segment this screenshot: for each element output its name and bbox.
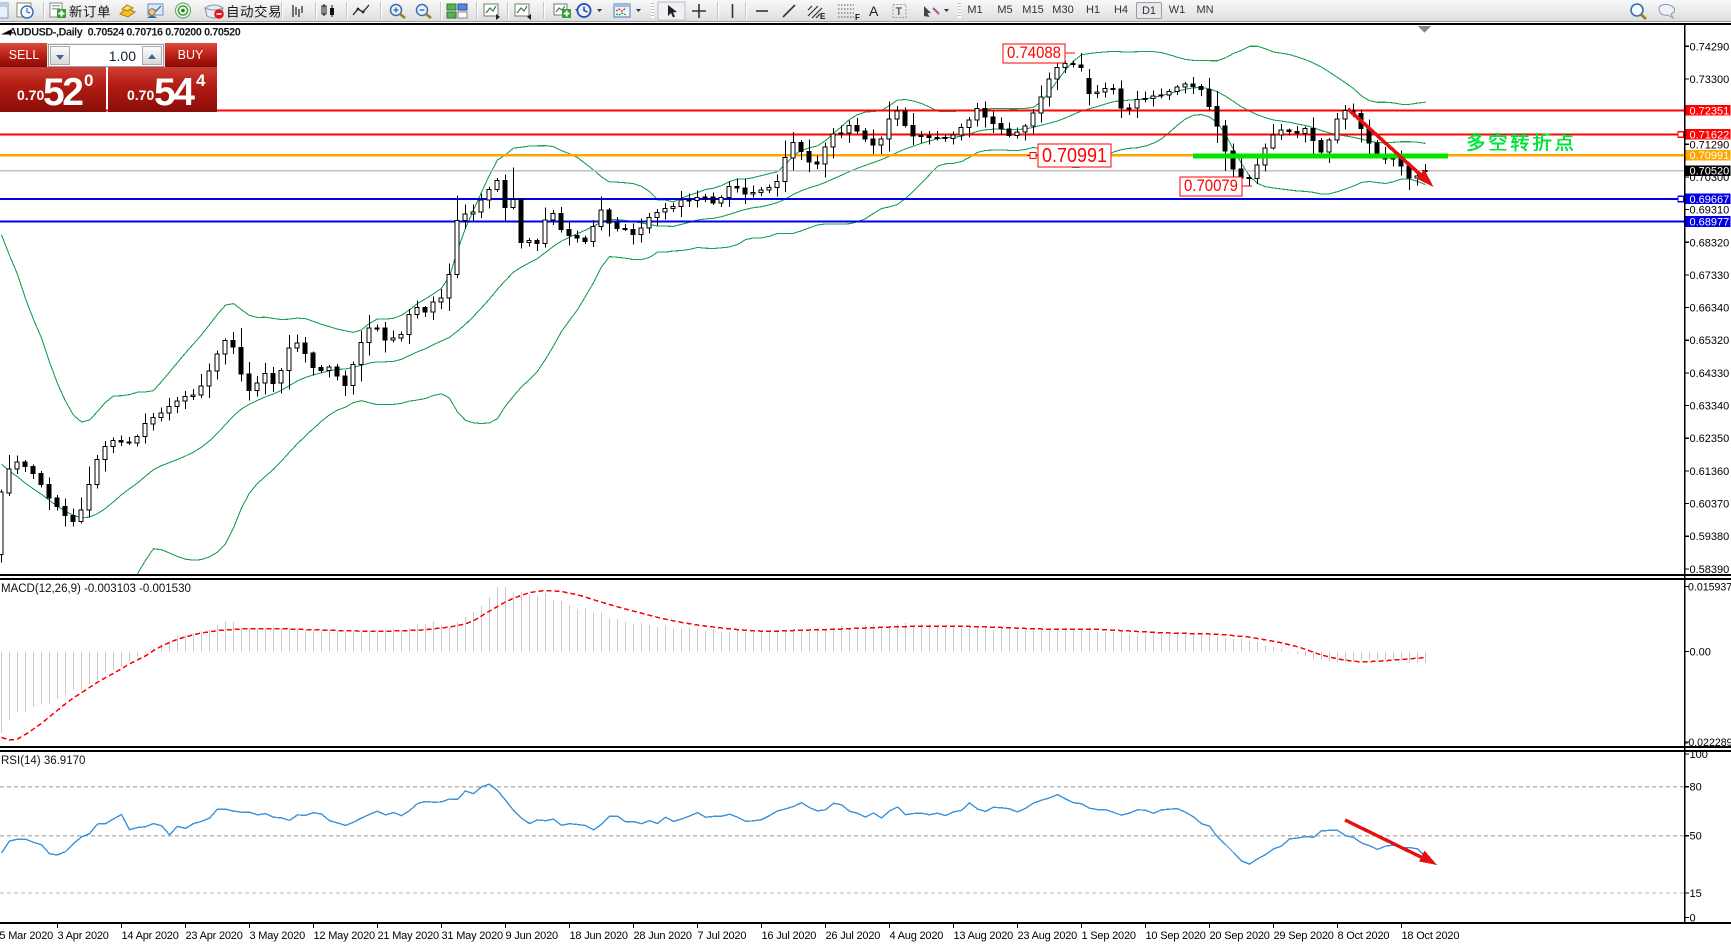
svg-text:15: 15: [1690, 888, 1702, 900]
svg-text:0.65320: 0.65320: [1690, 335, 1730, 347]
svg-text:0.71622: 0.71622: [1690, 129, 1730, 141]
svg-text:0.71290: 0.71290: [1690, 139, 1730, 151]
svg-text:F: F: [855, 13, 860, 22]
svg-text:E: E: [820, 12, 826, 21]
svg-text:0.63340: 0.63340: [1690, 401, 1730, 413]
svg-text:RSI(14) 36.9170: RSI(14) 36.9170: [1, 755, 85, 767]
svg-text:-0.022289: -0.022289: [1685, 737, 1731, 749]
svg-text:1 Sep 2020: 1 Sep 2020: [1082, 930, 1136, 942]
svg-text:0: 0: [1690, 912, 1696, 924]
svg-text:80: 80: [1690, 782, 1702, 794]
svg-text:0.58390: 0.58390: [1690, 564, 1730, 576]
svg-text:4 Aug 2020: 4 Aug 2020: [890, 930, 944, 942]
svg-text:3 Apr 2020: 3 Apr 2020: [58, 930, 109, 942]
svg-text:100: 100: [1690, 749, 1708, 761]
svg-text:18 Jun 2020: 18 Jun 2020: [570, 930, 628, 942]
svg-text:0.74290: 0.74290: [1690, 41, 1730, 53]
svg-text:23 Apr 2020: 23 Apr 2020: [186, 930, 243, 942]
svg-text:A: A: [869, 3, 879, 19]
svg-text:50: 50: [1690, 831, 1702, 843]
svg-text:0.69667: 0.69667: [1690, 194, 1730, 206]
svg-text:T: T: [896, 6, 903, 18]
svg-text:0.72351: 0.72351: [1690, 105, 1730, 117]
svg-text:28 Jun 2020: 28 Jun 2020: [634, 930, 692, 942]
svg-text:0.67330: 0.67330: [1690, 270, 1730, 282]
svg-text:0.70079: 0.70079: [1184, 177, 1238, 195]
svg-text:MACD(12,26,9) -0.003103 -0.001: MACD(12,26,9) -0.003103 -0.001530: [1, 583, 191, 595]
svg-text:25 Mar 2020: 25 Mar 2020: [0, 930, 53, 942]
svg-text:0.64330: 0.64330: [1690, 368, 1730, 380]
svg-text:9 Jun 2020: 9 Jun 2020: [506, 930, 559, 942]
svg-text:26 Jul 2020: 26 Jul 2020: [826, 930, 881, 942]
svg-text:0.70991: 0.70991: [1042, 145, 1107, 167]
svg-text:23 Aug 2020: 23 Aug 2020: [1018, 930, 1078, 942]
svg-text:0.70520: 0.70520: [1690, 166, 1730, 178]
svg-text:AUDUSD-,Daily 0.70524 0.70716: AUDUSD-,Daily 0.70524 0.70716 0.70200 0.…: [9, 27, 241, 39]
svg-text:0.66340: 0.66340: [1690, 303, 1730, 315]
svg-text:0.68977: 0.68977: [1690, 217, 1730, 229]
svg-text:0.015937: 0.015937: [1688, 582, 1731, 594]
svg-text:29 Sep 2020: 29 Sep 2020: [1274, 930, 1334, 942]
svg-text:0.61360: 0.61360: [1690, 466, 1730, 478]
svg-text:10 Sep 2020: 10 Sep 2020: [1146, 930, 1206, 942]
svg-text:16 Jul 2020: 16 Jul 2020: [762, 930, 817, 942]
svg-text:18 Oct 2020: 18 Oct 2020: [1402, 930, 1460, 942]
svg-text:0.60370: 0.60370: [1690, 499, 1730, 511]
svg-text:3 May 2020: 3 May 2020: [250, 930, 306, 942]
svg-text:7 Jul 2020: 7 Jul 2020: [698, 930, 747, 942]
svg-text:0.68320: 0.68320: [1690, 237, 1730, 249]
svg-text:14 Apr 2020: 14 Apr 2020: [122, 930, 179, 942]
svg-text:0.74088: 0.74088: [1007, 44, 1061, 62]
svg-text:13 Aug 2020: 13 Aug 2020: [954, 930, 1014, 942]
svg-text:20 Sep 2020: 20 Sep 2020: [1210, 930, 1270, 942]
svg-text:0.00: 0.00: [1690, 646, 1711, 658]
svg-text:12 May 2020: 12 May 2020: [314, 930, 375, 942]
svg-text:0.69310: 0.69310: [1690, 205, 1730, 217]
svg-text:0.70991: 0.70991: [1690, 150, 1730, 162]
svg-text:0.59380: 0.59380: [1690, 531, 1730, 543]
svg-text:31 May 2020: 31 May 2020: [442, 930, 503, 942]
svg-text:0.73300: 0.73300: [1690, 74, 1730, 86]
svg-text:8 Oct 2020: 8 Oct 2020: [1338, 930, 1390, 942]
svg-text:21 May 2020: 21 May 2020: [378, 930, 439, 942]
svg-text:0.62350: 0.62350: [1690, 433, 1730, 445]
